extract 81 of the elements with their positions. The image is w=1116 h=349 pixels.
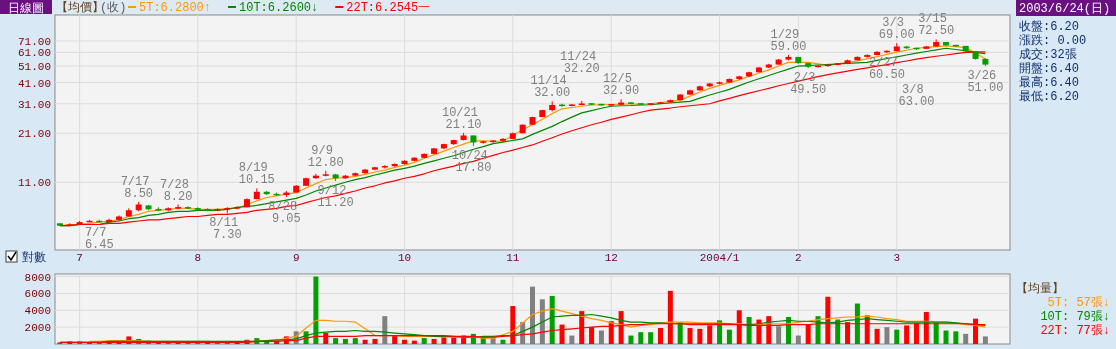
text: 對數 (22, 251, 46, 265)
text: 22T: 77張↓ (1040, 324, 1110, 338)
bar (333, 338, 339, 344)
y-tick-label: 61.00 (17, 47, 51, 60)
y-tick-label: 51.00 (17, 61, 51, 74)
x-tick-label: 11 (506, 252, 520, 264)
annotation: 7/7 6.45 (84, 225, 114, 252)
bar (854, 303, 860, 344)
y-tick-label: 71.00 (17, 35, 51, 48)
annotation: 9/12 11.20 (317, 183, 354, 210)
x-tick-label: 8 (194, 252, 202, 264)
y-tick-label: 4000 (24, 305, 51, 318)
text: 成交:32張 (1019, 47, 1077, 62)
y-tick-label: 2000 (24, 322, 51, 335)
bar (933, 322, 939, 344)
annotation: (收) (100, 1, 127, 15)
text: 最低:6.20 (1019, 90, 1080, 104)
bar (313, 276, 319, 344)
bar (648, 332, 654, 344)
bar (943, 330, 949, 344)
bar (362, 339, 368, 344)
annotation: 8/19 10.15 (238, 161, 275, 188)
bar (421, 338, 427, 344)
bar (638, 332, 644, 344)
bar (342, 338, 348, 344)
x-tick-label: 3 (893, 252, 901, 264)
annotation: 11/24 32.20 (560, 49, 604, 76)
text: 收盤:6.20 (1019, 20, 1080, 34)
annotation: 8/11 7.30 (209, 216, 246, 243)
bar (372, 338, 378, 344)
bar (500, 339, 506, 344)
bar (549, 295, 555, 344)
candlestick (618, 98, 625, 106)
x-tick-label: 2 (795, 252, 802, 264)
legend-label: 10T:6.2600↓ (239, 1, 319, 15)
text: 漲跌: 0.00 (1019, 34, 1087, 48)
bar (697, 328, 703, 344)
candlestick (116, 214, 122, 222)
legend-label: 22T:6.2545一 (346, 1, 431, 15)
x-tick-label: 7 (76, 252, 83, 264)
candlestick (499, 137, 506, 143)
text: 最高:6.40 (1019, 75, 1080, 90)
y-tick-label: 6000 (24, 288, 51, 301)
x-tick-label: 12 (604, 252, 618, 264)
y-tick-label: 31.00 (17, 98, 51, 111)
y-tick-label: 21.00 (17, 128, 51, 141)
annotation: 3/3 69.00 (878, 16, 915, 43)
x-tick-label: 9 (292, 252, 300, 264)
bar (894, 329, 900, 344)
annotation: 3/8 63.00 (898, 83, 935, 110)
legend-label: 5T:6.2800↑ (139, 1, 212, 15)
bar (687, 327, 693, 344)
bar (628, 335, 634, 344)
text: 開盤:6.40 (1019, 62, 1080, 76)
y-tick-label: 8000 (24, 271, 51, 284)
bar (726, 329, 732, 344)
text: 2003/6/24(日) (1019, 2, 1111, 16)
legend-title: 【均量】 (1016, 282, 1064, 296)
bar (746, 317, 752, 344)
bar (352, 338, 358, 344)
bar (953, 331, 959, 344)
x-tick-label: 2004/1 (699, 252, 740, 264)
bar (874, 328, 880, 344)
bar (402, 339, 408, 344)
x-tick-label: 10 (397, 252, 412, 264)
annotation: 3/26 51.00 (967, 69, 1004, 96)
annotation: 7/28 8.20 (160, 177, 197, 204)
annotation: 3/15 72.50 (918, 12, 955, 39)
annotation: 11/14 32.00 (530, 74, 574, 101)
text: 5T: 57張↓ (1047, 296, 1110, 310)
y-tick-label: 41.00 (17, 77, 51, 90)
bar (657, 327, 663, 344)
annotation: 7/17 8.50 (120, 174, 157, 201)
annotation: 10/21 21.10 (441, 105, 486, 132)
annotation: 9/9 12.80 (307, 143, 344, 170)
y-tick-label: 11.00 (17, 177, 51, 190)
bar (431, 338, 437, 344)
annotation: 1/29 59.00 (770, 27, 807, 54)
text: 10T: 79張↓ (1040, 310, 1110, 324)
chart-title: 日線圖 (8, 1, 44, 16)
annotation: 12/5 32.90 (603, 72, 640, 99)
